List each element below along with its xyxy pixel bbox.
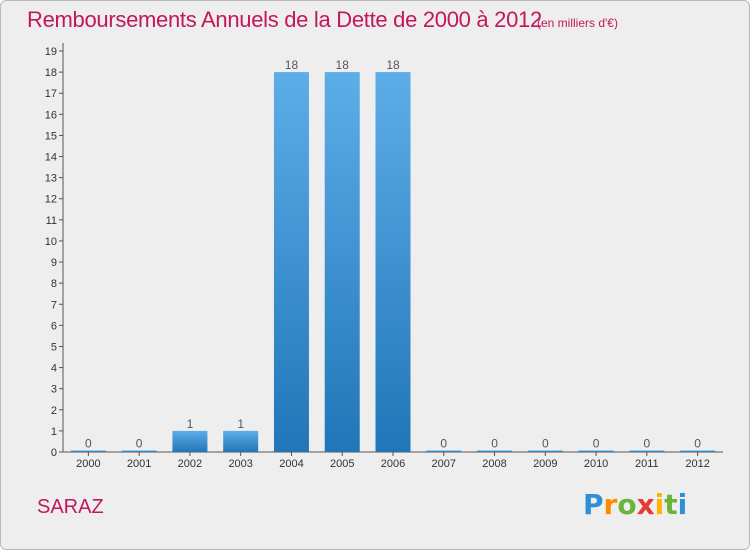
y-tick-label: 6 — [51, 320, 57, 332]
data-label: 18 — [386, 58, 400, 72]
y-tick-label: 13 — [45, 173, 57, 185]
logo-letter: i — [677, 488, 688, 521]
bar — [375, 72, 411, 453]
y-tick-label: 7 — [51, 299, 57, 311]
data-label: 18 — [285, 58, 299, 72]
y-tick-label: 11 — [46, 215, 57, 227]
x-tick-label: 2002 — [178, 458, 202, 470]
bar — [629, 450, 665, 452]
y-tick-label: 8 — [51, 278, 57, 290]
x-tick-label: 2005 — [330, 458, 354, 470]
data-label: 1 — [187, 417, 194, 431]
x-tick-label: 2009 — [533, 458, 557, 470]
chart-title: Remboursements Annuels de la Dette de 20… — [27, 7, 542, 32]
x-tick-label: 2007 — [432, 458, 456, 470]
bar — [223, 430, 259, 452]
data-label: 0 — [491, 437, 498, 451]
logo-letter: P — [583, 488, 604, 521]
data-label: 0 — [542, 437, 549, 451]
y-tick-label: 17 — [45, 88, 57, 100]
bar — [70, 450, 106, 452]
y-tick-label: 5 — [51, 341, 57, 353]
data-label: 1 — [237, 417, 244, 431]
bar — [324, 72, 360, 453]
x-tick-label: 2011 — [635, 458, 659, 470]
y-tick-label: 14 — [45, 152, 57, 164]
x-tick-label: 2004 — [279, 458, 303, 470]
data-label: 18 — [336, 58, 350, 72]
bar — [121, 450, 157, 452]
bar — [172, 430, 208, 452]
bar — [273, 72, 309, 453]
y-tick-label: 19 — [45, 46, 57, 58]
data-label: 0 — [440, 437, 447, 451]
x-tick-label: 2001 — [127, 458, 151, 470]
y-tick-label: 18 — [45, 67, 57, 79]
place-name: SARAZ — [37, 496, 104, 518]
bar — [426, 450, 462, 452]
x-tick-label: 2008 — [482, 458, 506, 470]
x-tick-label: 2003 — [228, 458, 252, 470]
bar — [477, 450, 513, 452]
y-tick-label: 16 — [45, 109, 57, 121]
data-label: 0 — [136, 437, 143, 451]
proxiti-logo: Proxiti — [583, 488, 687, 521]
logo-letter: x — [636, 488, 655, 521]
y-tick-label: 15 — [45, 130, 57, 142]
y-tick-label: 9 — [51, 257, 57, 269]
logo-letter: t — [664, 488, 678, 521]
logo-letter: r — [603, 488, 618, 521]
chart-unit: (en milliers d'€) — [537, 16, 618, 30]
data-label: 0 — [644, 437, 651, 451]
bar — [578, 450, 614, 452]
x-tick-label: 2012 — [685, 458, 709, 470]
logo-letter: i — [654, 488, 665, 521]
data-label: 0 — [694, 437, 701, 451]
data-label: 0 — [85, 437, 92, 451]
logo-letter: o — [617, 488, 637, 521]
x-tick-label: 2000 — [76, 458, 100, 470]
x-tick-label: 2010 — [584, 458, 608, 470]
x-tick-label: 2006 — [381, 458, 405, 470]
y-tick-label: 12 — [45, 194, 57, 206]
y-tick-label: 4 — [51, 363, 57, 375]
y-tick-label: 2 — [51, 405, 57, 417]
y-tick-label: 10 — [45, 236, 57, 248]
y-tick-label: 1 — [51, 426, 57, 438]
data-label: 0 — [593, 437, 600, 451]
y-tick-label: 3 — [51, 384, 57, 396]
bar — [680, 450, 716, 452]
y-tick-label: 0 — [51, 447, 57, 459]
bar — [527, 450, 563, 452]
